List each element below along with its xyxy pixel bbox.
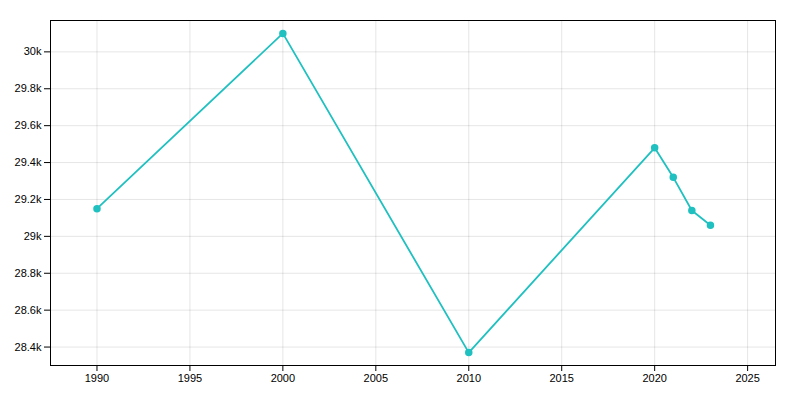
svg-text:29.4k: 29.4k [15,156,42,168]
svg-text:30k: 30k [24,45,42,57]
svg-text:1995: 1995 [178,372,202,384]
svg-text:2010: 2010 [457,372,481,384]
svg-text:29k: 29k [24,230,42,242]
svg-text:29.6k: 29.6k [15,119,42,131]
svg-text:2025: 2025 [735,372,759,384]
svg-text:29.2k: 29.2k [15,193,42,205]
svg-text:2005: 2005 [364,372,388,384]
svg-text:28.8k: 28.8k [15,267,42,279]
svg-text:2000: 2000 [271,372,295,384]
svg-text:1990: 1990 [85,372,109,384]
svg-text:29.8k: 29.8k [15,82,42,94]
svg-text:2020: 2020 [642,372,666,384]
svg-text:28.4k: 28.4k [15,341,42,353]
svg-text:2015: 2015 [549,372,573,384]
svg-text:28.6k: 28.6k [15,304,42,316]
